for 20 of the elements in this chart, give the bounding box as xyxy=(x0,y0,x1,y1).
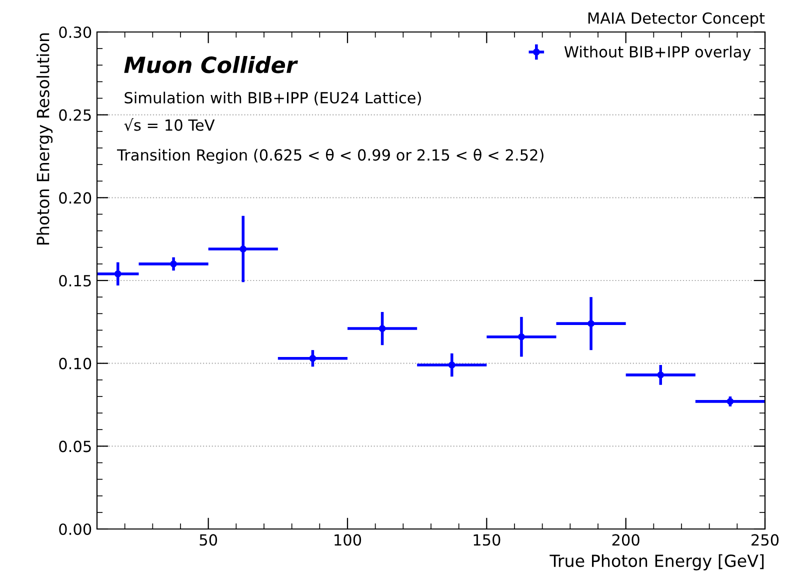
x-tick-label: 150 xyxy=(474,534,500,546)
x-tick-label: 250 xyxy=(752,534,779,546)
y-tick-label: 0.05 xyxy=(59,440,91,452)
x-tick-label: 100 xyxy=(334,534,362,546)
annotation: Transition Region (0.625 < θ < 0.99 or 2.15 < θ < 2.52) xyxy=(116,148,544,164)
annotation: Muon Collider xyxy=(124,56,298,74)
chart-title: MAIA Detector Concept xyxy=(588,12,765,27)
y-tick-label: 0.30 xyxy=(59,26,92,38)
x-tick-label: 50 xyxy=(200,534,218,546)
y-tick-label: 0.25 xyxy=(59,109,91,121)
y-tick-label: 0.20 xyxy=(59,192,92,204)
y-tick-label: 0.00 xyxy=(59,523,92,536)
y-tick-label: 0.10 xyxy=(59,358,92,370)
x-tick-label: 200 xyxy=(612,534,640,546)
annotation: Simulation with BIB+IPP (EU24 Lattice) xyxy=(124,92,421,106)
y-axis-title: Photon Energy Resolution xyxy=(36,33,53,244)
annotation: √s = 10 TeV xyxy=(124,118,215,131)
legend-label: Without BIB+IPP overlay xyxy=(564,46,751,61)
x-axis-title: True Photon Energy [GeV] xyxy=(550,554,764,570)
y-tick-label: 0.15 xyxy=(59,274,91,287)
